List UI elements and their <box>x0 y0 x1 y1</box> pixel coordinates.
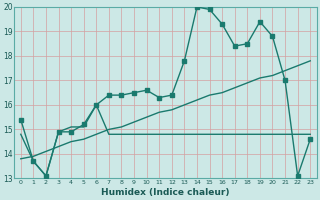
X-axis label: Humidex (Indice chaleur): Humidex (Indice chaleur) <box>101 188 230 197</box>
